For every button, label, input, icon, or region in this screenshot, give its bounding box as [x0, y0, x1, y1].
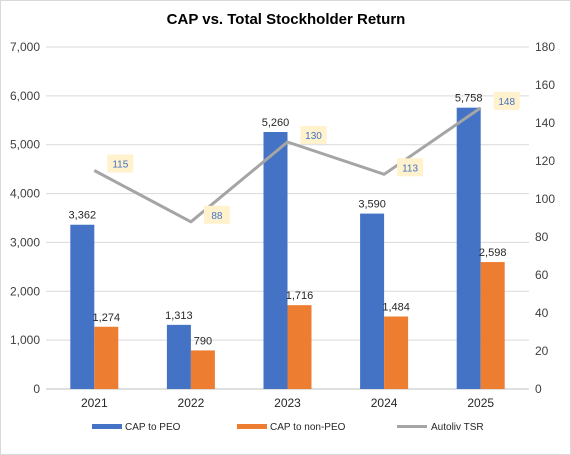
data-label-cap-non-peo: 790	[194, 335, 212, 347]
bar-cap-peo	[70, 225, 94, 389]
right-axis-tick-label: 180	[535, 40, 555, 54]
right-axis-tick-label: 20	[535, 344, 549, 358]
category-label: 2023	[274, 396, 301, 410]
data-label-cap-non-peo: 1,274	[93, 312, 121, 324]
right-axis: 0 20 40 60 80 100 120 140 160 180	[535, 40, 555, 396]
data-label-cap-peo: 5,758	[455, 93, 483, 105]
bar-cap-peo	[360, 214, 384, 389]
tsr-data-label: 148	[498, 97, 515, 108]
category-label: 2024	[371, 396, 398, 410]
right-axis-tick-label: 40	[535, 306, 549, 320]
tsr-line-layer: 115 88 130 113 148	[94, 92, 519, 224]
tsr-data-label: 130	[305, 131, 322, 142]
data-label-cap-peo: 1,313	[165, 310, 193, 322]
bar-cap-peo	[457, 108, 481, 389]
bar-cap-peo	[167, 325, 191, 389]
right-axis-tick-label: 140	[535, 116, 555, 130]
bar-cap-non-peo	[384, 316, 408, 389]
data-label-cap-peo: 5,260	[262, 117, 290, 129]
left-axis-tick-label: 1,000	[10, 333, 40, 347]
bar-cap-non-peo	[94, 327, 118, 389]
chart-title: CAP vs. Total Stockholder Return	[167, 11, 406, 28]
left-axis-tick-label: 2,000	[10, 284, 40, 298]
tsr-data-label: 88	[211, 211, 223, 222]
left-axis-tick-label: 6,000	[10, 89, 40, 103]
right-axis-tick-label: 80	[535, 230, 549, 244]
legend-swatch-cap-peo	[92, 424, 122, 429]
legend-label-cap-non-peo: CAP to non-PEO	[270, 422, 346, 433]
left-axis-tick-label: 3,000	[10, 235, 40, 249]
category-label: 2022	[178, 396, 205, 410]
right-axis-tick-label: 60	[535, 268, 549, 282]
legend-label-cap-peo: CAP to PEO	[125, 422, 181, 433]
data-label-cap-non-peo: 1,484	[382, 301, 410, 313]
bar-cap-non-peo	[481, 262, 505, 389]
left-axis-tick-label: 0	[33, 382, 40, 396]
category-axis: 2021 2022 2023 2024 2025	[81, 396, 494, 410]
data-label-cap-peo: 3,362	[69, 210, 97, 222]
data-label-cap-non-peo: 1,716	[286, 290, 314, 302]
legend-label-tsr: Autoliv TSR	[431, 422, 484, 433]
tsr-data-label: 115	[112, 160, 128, 171]
bar-cap-non-peo	[288, 305, 312, 389]
legend-swatch-cap-non-peo	[237, 424, 267, 429]
left-axis-tick-label: 7,000	[10, 40, 40, 54]
bars: 3,362 1,313 5,260 3,590 5,758 1,274 790 1,716 1,…	[69, 93, 507, 389]
right-axis-tick-label: 160	[535, 78, 555, 92]
tsr-data-label: 113	[402, 163, 418, 174]
data-label-cap-peo: 3,590	[358, 199, 386, 211]
left-axis: 0 1,000 2,000 3,000 4,000 5,000 6,000 7,000	[10, 40, 40, 396]
left-axis-tick-label: 4,000	[10, 187, 40, 201]
right-axis-tick-label: 0	[535, 382, 542, 396]
bar-cap-peo	[264, 132, 288, 389]
data-label-cap-non-peo: 2,598	[479, 247, 507, 259]
right-axis-tick-label: 120	[535, 154, 555, 168]
right-axis-tick-label: 100	[535, 192, 555, 206]
legend: CAP to PEO CAP to non-PEO Autoliv TSR	[92, 422, 484, 433]
category-label: 2021	[81, 396, 108, 410]
bar-cap-non-peo	[191, 350, 215, 389]
category-label: 2025	[467, 396, 494, 410]
left-axis-tick-label: 5,000	[10, 138, 40, 152]
